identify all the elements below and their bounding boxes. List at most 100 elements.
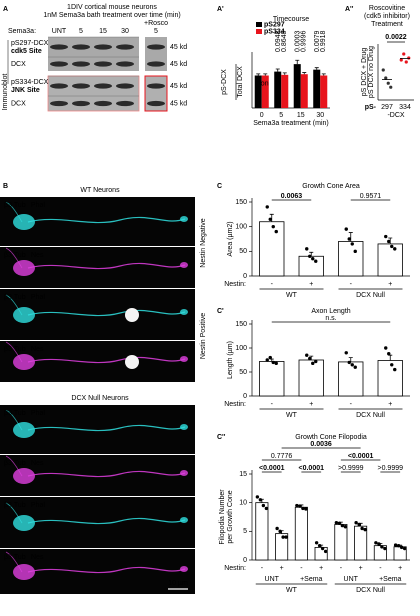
p-value: >0.9999 xyxy=(338,465,364,472)
y-tick-label: 150 xyxy=(235,321,247,328)
row-label: Nestin: xyxy=(224,281,246,288)
legend-swatch xyxy=(256,29,262,34)
data-point xyxy=(399,545,404,550)
y-tick-label: 15 xyxy=(239,471,247,478)
row-label: pS297-DCX xyxy=(11,40,49,47)
data-point xyxy=(268,355,272,360)
x-tick-label: 5 xyxy=(279,112,283,119)
soma xyxy=(13,307,35,323)
data-point xyxy=(298,504,302,508)
data-point xyxy=(337,521,342,526)
y-tick-label: 50 xyxy=(239,369,247,376)
data-point xyxy=(305,353,309,357)
row-label: DCX xyxy=(11,61,26,68)
subgroup-label: +Sema xyxy=(379,576,401,583)
y-tick-label: 0 xyxy=(243,273,247,280)
blot-band xyxy=(147,61,165,67)
data-point xyxy=(347,237,351,241)
bar xyxy=(259,221,285,277)
data-point xyxy=(268,217,272,221)
y-axis-label: per Growth Cone xyxy=(227,490,234,543)
lane-label: UNT xyxy=(52,28,67,35)
data-point xyxy=(353,249,357,254)
x-tick-label: + xyxy=(359,565,363,572)
bar xyxy=(274,71,282,108)
chart-title: Growth Cone Filopodia xyxy=(295,434,367,441)
neurite xyxy=(27,566,186,574)
stain-label: β3 Tub xyxy=(4,346,26,353)
soma xyxy=(13,354,35,370)
data-point xyxy=(393,367,397,372)
condition-label: Nestin Negative xyxy=(200,218,207,268)
row-label: Nestin: xyxy=(224,565,246,572)
p-value: 0.0079 xyxy=(314,30,321,52)
growth-cone xyxy=(180,470,188,476)
soma xyxy=(125,308,139,322)
panel-title: 1DIV cortical mouse neurons xyxy=(67,4,157,11)
growth-cone xyxy=(180,216,188,222)
chart-title: Roscovitine xyxy=(369,5,405,12)
bar xyxy=(300,74,308,108)
x-suffix: -DCX xyxy=(387,112,404,119)
data-point xyxy=(354,521,358,525)
bar xyxy=(334,524,348,561)
x-tick-label: - xyxy=(300,565,303,572)
p-value: 0.0948 xyxy=(275,30,282,52)
bar xyxy=(255,502,269,561)
y-axis-label: Total DCX xyxy=(237,66,244,98)
data-point xyxy=(360,526,364,531)
data-point xyxy=(278,529,282,534)
subgroup-label: +Sema xyxy=(300,576,322,583)
x-tick-label: - xyxy=(261,565,264,572)
soma xyxy=(125,355,139,369)
method-label: Immunoblot xyxy=(2,74,9,111)
growth-cone xyxy=(180,566,188,572)
rosco-label: +Rosco xyxy=(144,20,168,27)
data-point xyxy=(350,363,354,367)
data-point xyxy=(387,352,391,356)
p-value: 0.0003 xyxy=(295,30,302,52)
marker-label: 45 kd xyxy=(170,44,187,51)
bar xyxy=(261,75,269,108)
blot-band xyxy=(50,44,68,50)
y-tick-label: 5 xyxy=(243,528,247,535)
growth-cone xyxy=(180,424,188,430)
soma xyxy=(13,564,35,580)
neurite xyxy=(27,309,186,317)
x-tick-label: + xyxy=(388,281,392,288)
legend-swatch xyxy=(256,22,262,27)
blot-band xyxy=(72,61,90,67)
bar xyxy=(338,241,364,277)
blot-band xyxy=(116,100,134,107)
data-point xyxy=(399,58,403,62)
legend-label: pS297 xyxy=(264,21,285,28)
x-tick-label: - xyxy=(350,281,353,288)
y-tick-label: 50 xyxy=(239,248,247,255)
blot-band xyxy=(94,44,112,50)
data-point xyxy=(317,543,322,548)
bar xyxy=(377,243,403,277)
data-point xyxy=(393,247,397,251)
subgroup-label: UNT xyxy=(344,576,359,583)
error-bar xyxy=(348,357,353,362)
data-point xyxy=(384,76,388,80)
control-label: Con xyxy=(256,80,269,87)
blot-band xyxy=(50,100,68,107)
stain-label: Nes xyxy=(31,460,44,467)
group-title: WT Neurons xyxy=(80,187,120,194)
x-tick-label: - xyxy=(271,281,274,288)
data-point xyxy=(274,229,278,234)
soma xyxy=(13,422,35,438)
y-tick-label: 10 xyxy=(239,500,247,507)
data-point xyxy=(389,85,393,89)
panel-label: A xyxy=(3,6,8,13)
data-point xyxy=(393,543,398,547)
neurite xyxy=(27,262,186,270)
group-title: DCX Null Neurons xyxy=(71,395,129,402)
x-tick-label: 297 xyxy=(381,104,393,111)
data-point xyxy=(344,227,348,231)
data-point xyxy=(271,360,275,365)
lane-label: 5 xyxy=(79,28,83,35)
growth-cone xyxy=(180,356,188,362)
bar xyxy=(281,74,289,108)
